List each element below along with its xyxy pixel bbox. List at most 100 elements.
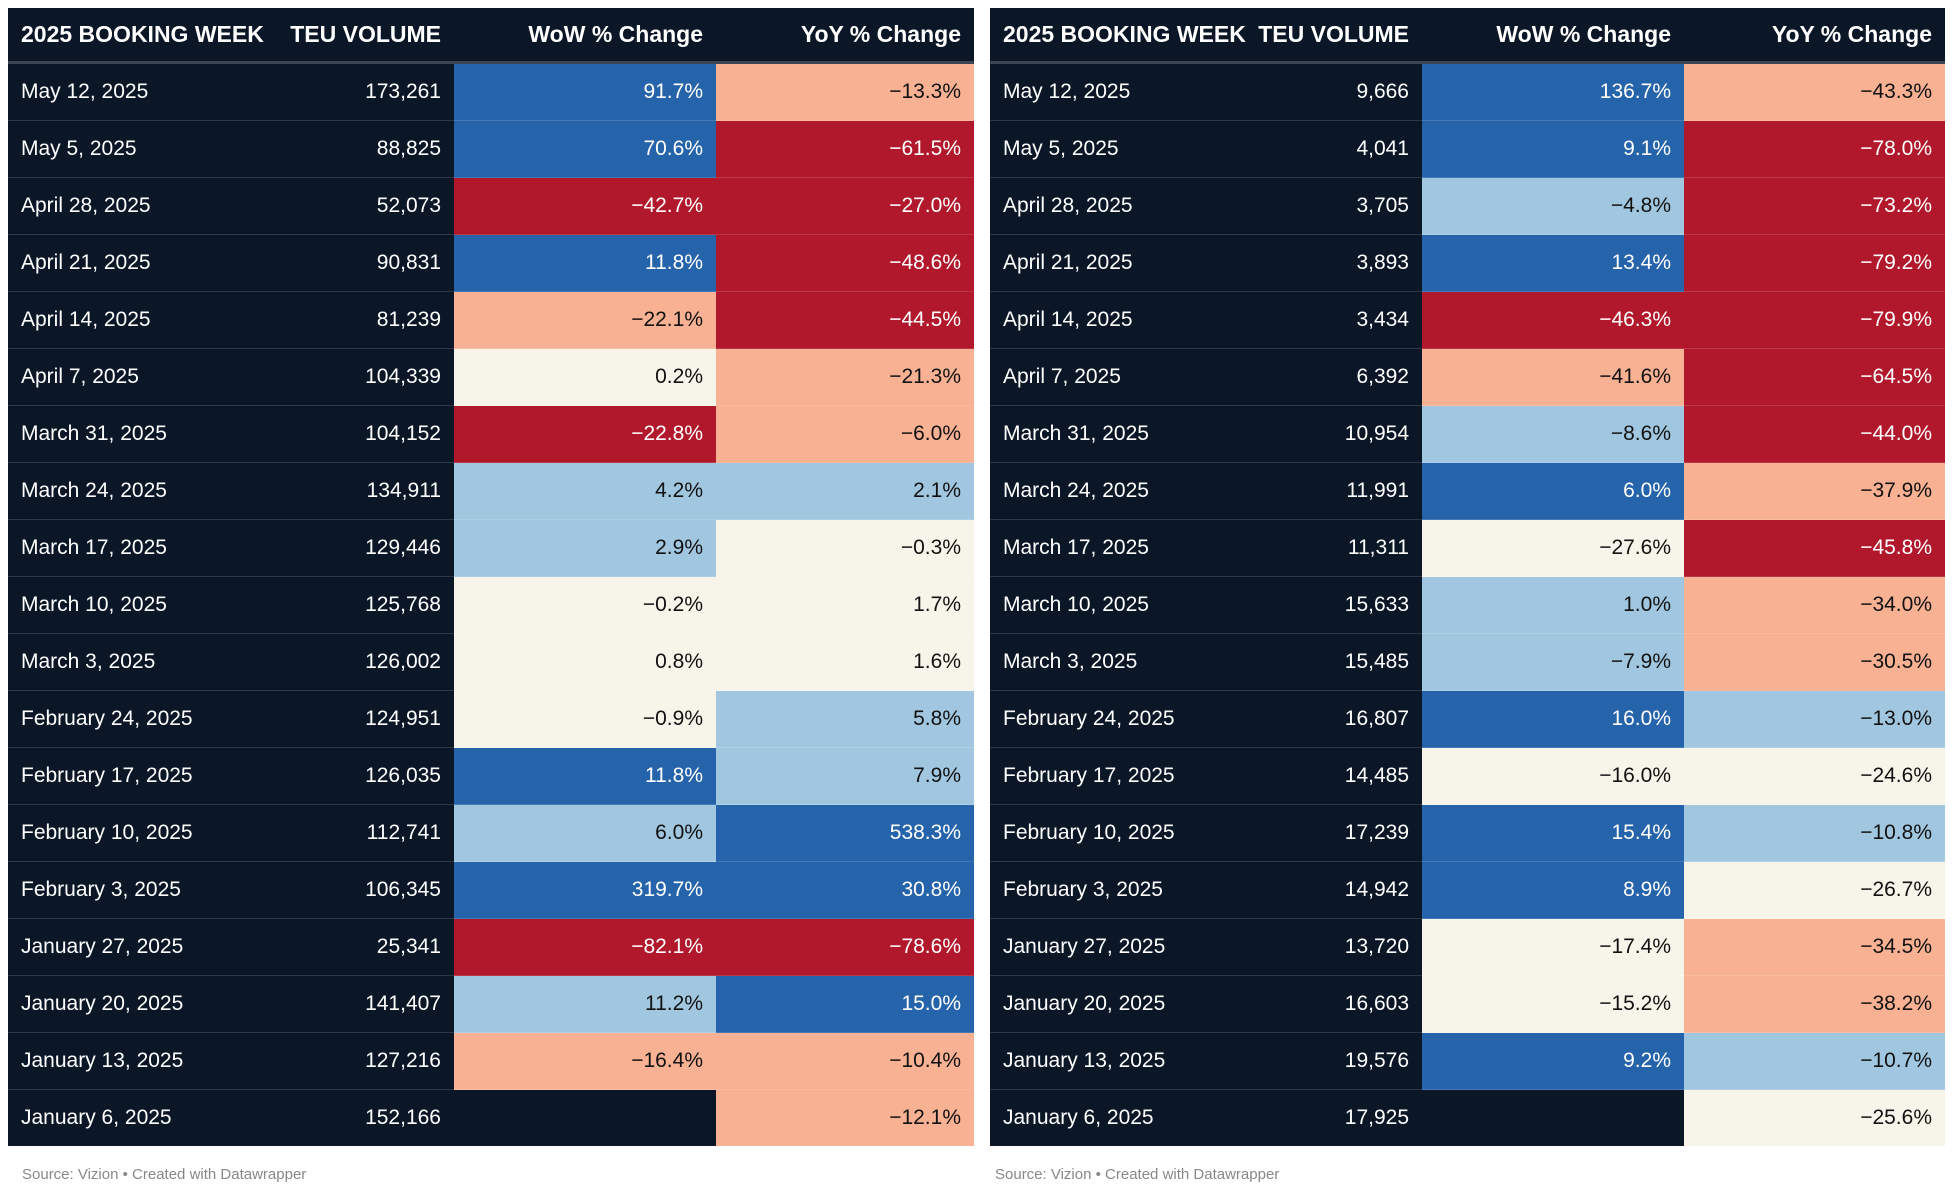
teu-volume-cell: 104,152 <box>266 405 454 463</box>
wow-change-cell: 4.2% <box>454 462 716 520</box>
table-row: May 12, 2025 9,666 136.7% −43.3% <box>990 62 1945 121</box>
yoy-change-cell: 1.6% <box>716 633 974 691</box>
wow-change-cell: 9.1% <box>1422 120 1684 178</box>
wow-change-cell: 2.9% <box>454 519 716 577</box>
header-row: 2025 BOOKING WEEK TEU VOLUME WoW % Chang… <box>8 8 974 64</box>
wow-change-cell: −22.8% <box>454 405 716 463</box>
week-cell: February 17, 2025 <box>8 747 266 805</box>
week-cell: February 10, 2025 <box>8 804 266 862</box>
week-cell: March 31, 2025 <box>990 405 1242 463</box>
teu-volume-cell: 3,705 <box>1242 177 1422 235</box>
wow-change-cell: −16.0% <box>1422 747 1684 805</box>
booking-table-right: 2025 BOOKING WEEK TEU VOLUME WoW % Chang… <box>990 8 1945 1146</box>
teu-volume-cell: 17,925 <box>1344 1106 1409 1129</box>
yoy-change-cell: −13.3% <box>716 62 974 121</box>
yoy-change-cell: −64.5% <box>1684 348 1945 406</box>
table-row: February 24, 2025 16,807 16.0% −13.0% <box>990 690 1945 748</box>
table-row: May 5, 2025 88,825 70.6% −61.5% <box>8 120 974 178</box>
table-row: March 3, 2025 15,485 −7.9% −30.5% <box>990 633 1945 691</box>
teu-volume-cell: 9,666 <box>1242 62 1422 121</box>
table-row: February 10, 2025 17,239 15.4% −10.8% <box>990 804 1945 862</box>
teu-volume-cell: 10,954 <box>1242 405 1422 463</box>
yoy-change-cell: −34.0% <box>1684 576 1945 634</box>
week-cell: May 5, 2025 <box>990 120 1242 178</box>
source-footer-left: Source: Vizion • Created with Datawrappe… <box>22 1166 307 1183</box>
teu-volume-cell: 126,035 <box>266 747 454 805</box>
yoy-change-cell: −78.6% <box>716 918 974 976</box>
teu-volume-cell: 25,341 <box>266 918 454 976</box>
table-row: January 20, 2025 16,603 −15.2% −38.2% <box>990 975 1945 1033</box>
teu-volume-cell: 90,831 <box>266 234 454 292</box>
yoy-change-cell: −44.5% <box>716 291 974 349</box>
week-cell: January 27, 2025 <box>8 918 266 976</box>
yoy-change-cell: −73.2% <box>1684 177 1945 235</box>
week-cell: March 3, 2025 <box>8 633 266 691</box>
table-row: April 14, 2025 3,434 −46.3% −79.9% <box>990 291 1945 349</box>
yoy-change-cell: −78.0% <box>1684 120 1945 178</box>
table-row: January 27, 2025 13,720 −17.4% −34.5% <box>990 918 1945 976</box>
week-cell: March 24, 2025 <box>8 462 266 520</box>
wow-change-cell: 6.0% <box>1422 462 1684 520</box>
teu-volume-cell: 3,434 <box>1242 291 1422 349</box>
yoy-change-cell: −37.9% <box>1684 462 1945 520</box>
week-cell: May 12, 2025 <box>990 62 1242 121</box>
week-cell: January 27, 2025 <box>990 918 1242 976</box>
table-row: February 17, 2025 14,485 −16.0% −24.6% <box>990 747 1945 805</box>
table-row: January 27, 2025 25,341 −82.1% −78.6% <box>8 918 974 976</box>
yoy-change-cell: −25.6% <box>1684 1089 1945 1146</box>
header-booking-week: 2025 BOOKING WEEK <box>990 8 1246 64</box>
yoy-change-cell: −79.2% <box>1684 234 1945 292</box>
wow-change-cell: 9.2% <box>1422 1032 1684 1090</box>
header-wow-change: WoW % Change <box>1422 8 1684 64</box>
yoy-change-cell: 15.0% <box>716 975 974 1033</box>
week-cell: April 7, 2025 <box>8 348 266 406</box>
table-row: April 14, 2025 81,239 −22.1% −44.5% <box>8 291 974 349</box>
wow-change-cell: 91.7% <box>454 62 716 121</box>
yoy-change-cell: −10.7% <box>1684 1032 1945 1090</box>
teu-volume-cell: 19,576 <box>1242 1032 1422 1090</box>
yoy-change-cell: −13.0% <box>1684 690 1945 748</box>
header-yoy-change: YoY % Change <box>716 8 974 64</box>
week-cell: February 24, 2025 <box>8 690 266 748</box>
week-cell: March 24, 2025 <box>990 462 1242 520</box>
teu-volume-cell: 141,407 <box>266 975 454 1033</box>
wow-change-cell: 1.0% <box>1422 576 1684 634</box>
teu-volume-cell: 88,825 <box>266 120 454 178</box>
wow-change-cell: 136.7% <box>1422 62 1684 121</box>
week-cell: April 14, 2025 <box>8 291 266 349</box>
header-yoy-change: YoY % Change <box>1684 8 1945 64</box>
week-cell: March 17, 2025 <box>990 519 1242 577</box>
yoy-change-cell: 30.8% <box>716 861 974 919</box>
table-row: April 28, 2025 52,073 −42.7% −27.0% <box>8 177 974 235</box>
wow-change-cell: 11.8% <box>454 234 716 292</box>
wow-change-cell: 70.6% <box>454 120 716 178</box>
week-cell: April 7, 2025 <box>990 348 1242 406</box>
teu-volume-cell: 15,485 <box>1242 633 1422 691</box>
source-footer-right: Source: Vizion • Created with Datawrappe… <box>995 1166 1280 1183</box>
wow-change-cell <box>454 1090 716 1147</box>
table-row: May 12, 2025 173,261 91.7% −13.3% <box>8 62 974 121</box>
week-cell: January 20, 2025 <box>8 975 266 1033</box>
yoy-change-cell: −61.5% <box>716 120 974 178</box>
teu-volume-cell: 173,261 <box>266 62 454 121</box>
wow-change-cell <box>1422 1090 1684 1147</box>
table-row: May 5, 2025 4,041 9.1% −78.0% <box>990 120 1945 178</box>
header-wow-change: WoW % Change <box>454 8 716 64</box>
wow-change-cell: −16.4% <box>454 1032 716 1090</box>
table-row: April 7, 2025 6,392 −41.6% −64.5% <box>990 348 1945 406</box>
week-cell: January 20, 2025 <box>990 975 1242 1033</box>
teu-volume-cell: 14,485 <box>1242 747 1422 805</box>
week-cell: February 10, 2025 <box>990 804 1242 862</box>
teu-volume-cell: 11,311 <box>1242 519 1422 577</box>
header-teu-volume: TEU VOLUME <box>266 8 454 64</box>
wow-change-cell: −22.1% <box>454 291 716 349</box>
teu-volume-cell: 11,991 <box>1242 462 1422 520</box>
table-row: March 17, 2025 129,446 2.9% −0.3% <box>8 519 974 577</box>
yoy-change-cell: −0.3% <box>716 519 974 577</box>
table-row: February 3, 2025 14,942 8.9% −26.7% <box>990 861 1945 919</box>
booking-table-left: 2025 BOOKING WEEK TEU VOLUME WoW % Chang… <box>8 8 974 1146</box>
teu-volume-cell: 127,216 <box>266 1032 454 1090</box>
wow-change-cell: −4.8% <box>1422 177 1684 235</box>
week-cell: May 12, 2025 <box>8 62 266 121</box>
yoy-change-cell: −34.5% <box>1684 918 1945 976</box>
